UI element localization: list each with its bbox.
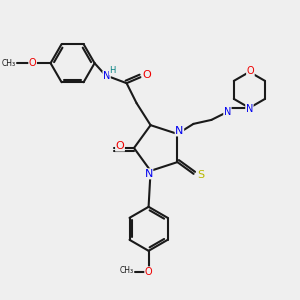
Text: N: N xyxy=(246,104,253,114)
Text: O: O xyxy=(116,141,124,151)
Text: CH₃: CH₃ xyxy=(119,266,134,275)
Text: CH₃: CH₃ xyxy=(2,59,16,68)
Text: O: O xyxy=(142,70,151,80)
Text: S: S xyxy=(197,170,204,180)
Text: O: O xyxy=(247,66,254,76)
Text: N: N xyxy=(144,169,153,179)
Text: O: O xyxy=(145,267,152,277)
Text: N: N xyxy=(224,107,231,117)
Text: N: N xyxy=(175,126,184,136)
Text: H: H xyxy=(110,66,116,75)
Text: N: N xyxy=(103,71,110,81)
Text: O: O xyxy=(29,58,36,68)
